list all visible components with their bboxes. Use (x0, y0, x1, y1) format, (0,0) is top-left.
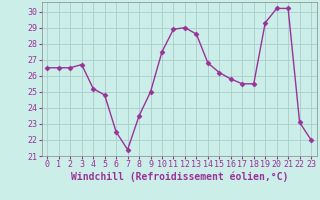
X-axis label: Windchill (Refroidissement éolien,°C): Windchill (Refroidissement éolien,°C) (70, 172, 288, 182)
